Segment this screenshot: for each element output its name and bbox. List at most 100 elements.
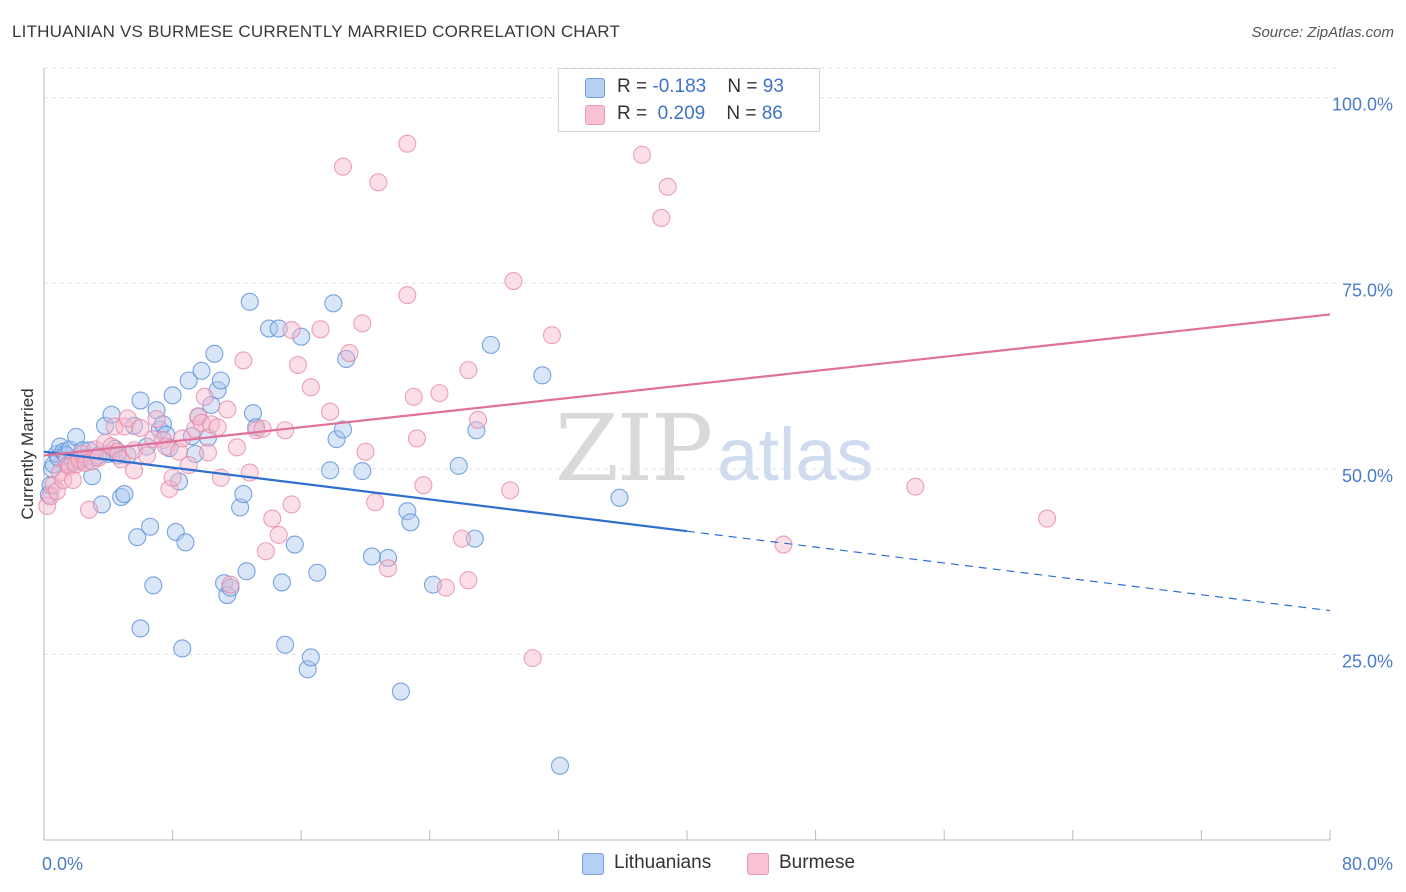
point-burmese <box>652 208 671 227</box>
legend-text: R = -0.183 N = 93 <box>617 76 784 98</box>
point-lithuanians <box>176 533 195 552</box>
point-burmese <box>118 409 137 428</box>
trend-lines <box>43 313 1331 612</box>
point-burmese <box>131 418 150 438</box>
legend-text: R = 0.209 N = 86 <box>617 103 783 125</box>
n-value: 93 <box>762 76 784 97</box>
point-lithuanians <box>533 366 552 385</box>
point-lithuanians <box>234 485 253 504</box>
point-burmese <box>658 177 677 196</box>
y-axis-label: Currently Married <box>18 388 37 519</box>
point-lithuanians <box>327 430 346 449</box>
point-burmese <box>218 400 237 419</box>
trend-line-lithuanians <box>43 450 688 533</box>
point-lithuanians <box>141 517 160 536</box>
x-tick-label: 0.0% <box>42 854 83 874</box>
point-lithuanians <box>378 548 398 567</box>
point-lithuanians <box>353 462 372 481</box>
point-burmese <box>774 535 793 554</box>
point-burmese <box>163 468 182 487</box>
source-label: Source: ZipAtlas.com <box>1251 24 1394 41</box>
point-lithuanians <box>401 513 420 532</box>
point-lithuanians <box>301 648 320 667</box>
point-lithuanians <box>163 386 182 405</box>
point-burmese <box>356 442 375 461</box>
point-burmese <box>430 384 449 403</box>
point-lithuanians <box>481 335 500 354</box>
point-burmese <box>459 571 478 590</box>
point-lithuanians <box>131 619 150 638</box>
point-burmese <box>333 157 353 176</box>
point-lithuanians <box>308 563 327 582</box>
point-burmese <box>523 649 542 668</box>
r-label: R = <box>617 76 653 97</box>
point-burmese <box>137 446 156 465</box>
r-value: 0.209 <box>652 103 706 124</box>
bottom-legend-swatch-lithuanians <box>582 853 604 875</box>
point-burmese <box>234 351 253 370</box>
bottom-legend-label: Burmese <box>779 852 856 873</box>
point-lithuanians <box>550 756 570 775</box>
point-burmese <box>414 476 433 495</box>
trend-line-burmese <box>43 313 1331 457</box>
point-lithuanians <box>173 639 192 658</box>
point-lithuanians <box>112 488 131 507</box>
point-burmese <box>263 509 282 528</box>
point-burmese <box>147 410 166 429</box>
point-burmese <box>311 320 330 339</box>
point-burmese <box>160 479 179 498</box>
point-burmese <box>221 575 240 594</box>
point-burmese <box>208 418 227 437</box>
chart-title: LITHUANIAN VS BURMESE CURRENTLY MARRIED … <box>12 22 621 41</box>
point-lithuanians <box>292 327 311 346</box>
point-lithuanians <box>237 562 256 581</box>
data-points <box>38 134 1057 775</box>
point-lithuanians <box>321 461 340 480</box>
point-burmese <box>542 326 562 345</box>
point-burmese <box>282 495 301 514</box>
point-burmese <box>340 343 359 363</box>
point-burmese <box>504 271 523 291</box>
point-burmese <box>398 134 417 153</box>
point-lithuanians <box>211 371 230 390</box>
point-lithuanians <box>324 294 343 313</box>
point-burmese <box>404 387 423 406</box>
point-lithuanians <box>465 529 484 548</box>
point-lithuanians <box>128 528 147 547</box>
point-burmese <box>452 529 472 548</box>
point-burmese <box>632 145 652 164</box>
y-tick-label: 75.0% <box>1342 280 1393 300</box>
bottom-legend-swatch-burmese <box>747 853 769 875</box>
x-tick-label: 80.0% <box>1342 854 1393 874</box>
point-burmese <box>198 443 218 462</box>
point-burmese <box>105 417 124 436</box>
watermark-atlas: atlas <box>717 413 874 496</box>
n-value: 86 <box>761 103 783 124</box>
point-burmese <box>79 500 99 519</box>
point-lithuanians <box>610 488 629 507</box>
point-lithuanians <box>231 498 250 517</box>
y-tick-label: 25.0% <box>1342 651 1393 671</box>
point-burmese <box>436 578 455 597</box>
point-lithuanians <box>243 404 263 423</box>
point-burmese <box>459 361 478 380</box>
point-burmese <box>38 496 57 516</box>
point-lithuanians <box>276 635 295 654</box>
point-burmese <box>169 442 189 461</box>
point-lithuanians <box>337 349 356 369</box>
r-value: -0.183 <box>652 76 707 97</box>
point-burmese <box>269 525 288 544</box>
point-burmese <box>253 419 272 438</box>
correlation-legend: R = -0.183 N = 93 R = 0.209 N = 86 <box>558 68 820 132</box>
point-lithuanians <box>449 456 468 475</box>
bottom-legend-label: Lithuanians <box>614 852 712 873</box>
point-burmese <box>63 470 82 490</box>
point-lithuanians <box>131 391 150 410</box>
point-burmese <box>227 438 246 457</box>
legend-swatch-burmese <box>585 105 605 125</box>
tick-labels: 25.0% 50.0% 75.0% 100.0% 0.0% 80.0% Currently … <box>18 95 1393 874</box>
point-lithuanians <box>259 319 279 338</box>
point-burmese <box>1038 509 1057 528</box>
watermark-zip: ZIP <box>555 395 713 502</box>
